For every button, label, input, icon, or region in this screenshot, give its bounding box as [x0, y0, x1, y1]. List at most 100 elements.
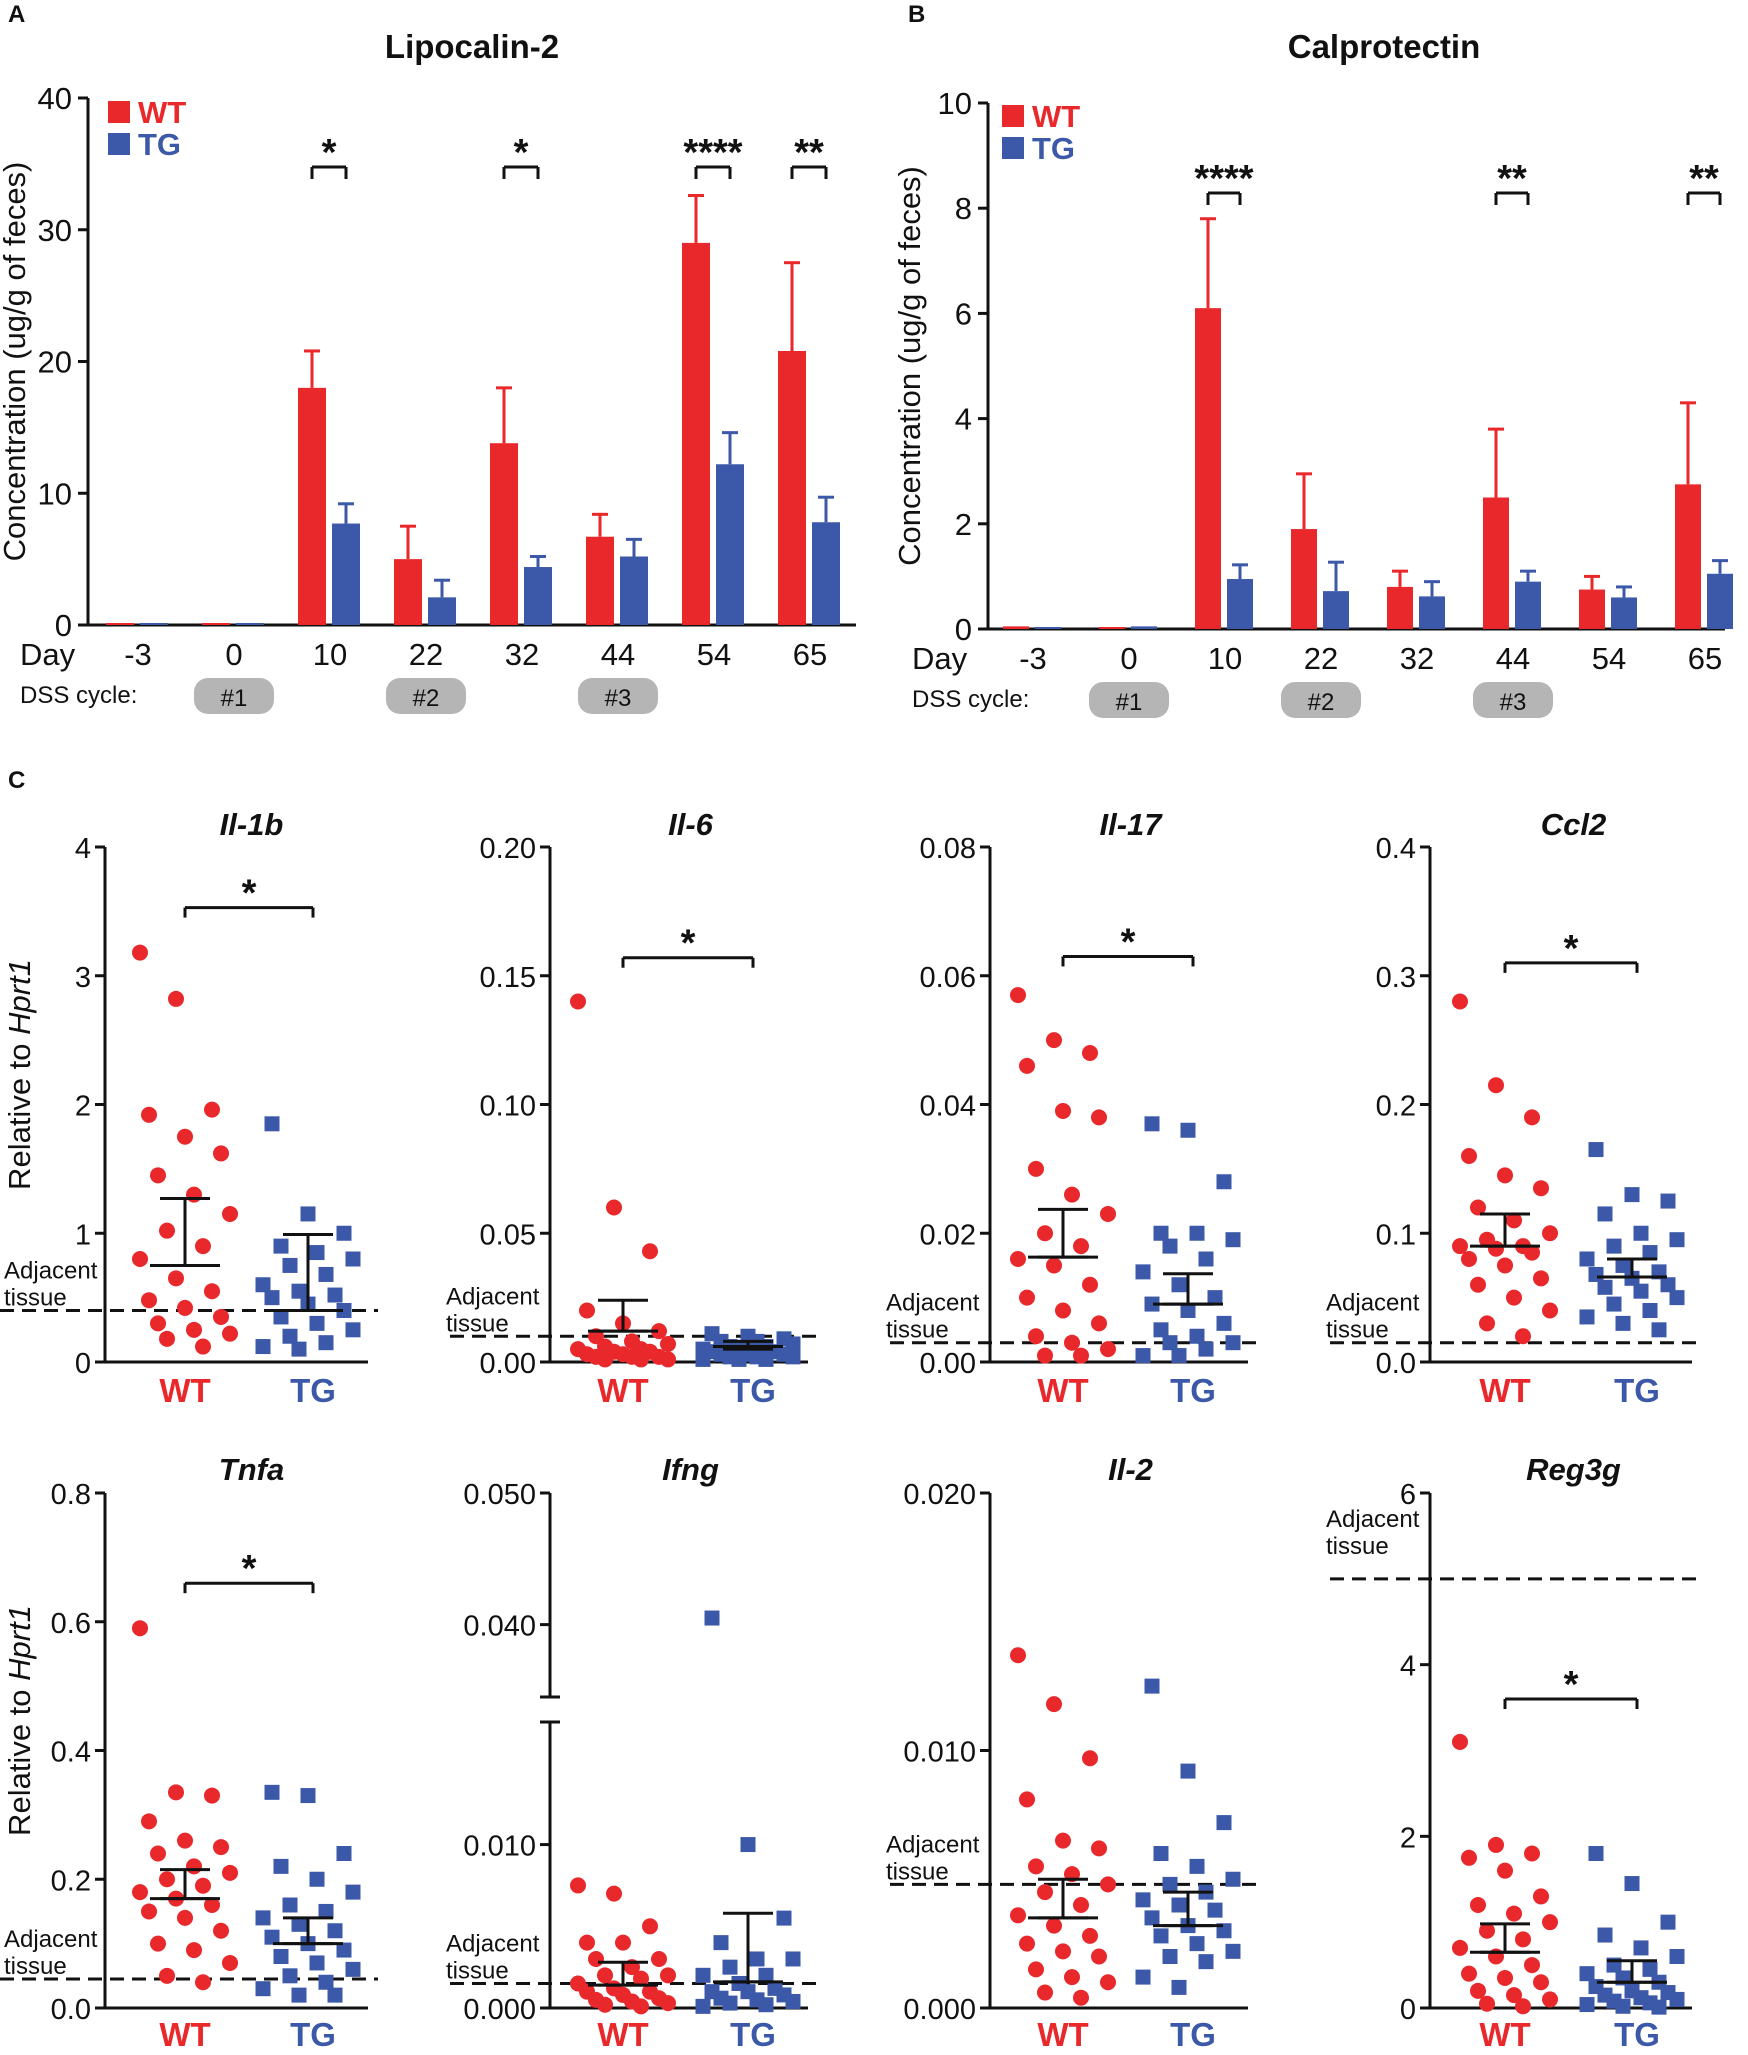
scatter-il-2-point-tg — [1189, 1858, 1205, 1874]
scatter-ccl2-x-label-wt: WT — [1479, 1372, 1530, 1409]
scatter-ccl2-sig-label: * — [1564, 928, 1579, 970]
panel-a-dss-pill-label: #1 — [221, 685, 248, 712]
scatter-il-17-title: Il-17 — [1099, 807, 1163, 842]
panel-b-x-tick-label: 54 — [1592, 641, 1626, 676]
scatter-reg3g-point-tg — [1633, 1940, 1649, 1956]
scatter-il-17-point-tg — [1216, 1315, 1232, 1331]
scatter-tnfa-point-wt — [132, 1884, 148, 1901]
scatter-il-2-point-wt — [1019, 1935, 1035, 1952]
scatter-il-6-point-wt — [597, 1351, 613, 1368]
scatter-ccl2-point-wt — [1506, 1212, 1522, 1229]
scatter-il-1b-point-tg — [345, 1322, 361, 1338]
scatter-il-17-point-wt — [1091, 1109, 1107, 1126]
scatter-ccl2-point-tg — [1669, 1232, 1685, 1248]
panel-b-y-tick-label: 4 — [955, 402, 972, 437]
scatter-ccl2-point-wt — [1497, 1257, 1513, 1274]
scatter-ccl2-point-tg — [1624, 1187, 1640, 1203]
scatter-il-6-point-wt — [633, 1351, 649, 1368]
scatter-il-17-point-wt — [1028, 1328, 1044, 1345]
scatter-tnfa-point-wt — [141, 1903, 157, 1920]
scatter-il-1b-point-tg — [273, 1309, 289, 1325]
scatter-il-2-point-wt — [1010, 1907, 1026, 1924]
scatter-ccl2-y-tick-label: 0.3 — [1376, 962, 1416, 994]
scatter-ifng-point-wt — [579, 1934, 595, 1951]
panel-a-dss-pill — [578, 678, 658, 714]
panel-b-x-tick-label: 32 — [1400, 641, 1434, 676]
scatter-il-17-point-wt — [1055, 1302, 1071, 1319]
scatter-il-2-point-wt — [1046, 1696, 1062, 1713]
scatter-ccl2-point-wt — [1515, 1328, 1531, 1345]
scatter-ifng-point-tg — [695, 1967, 711, 1983]
scatter-il-1b-y-tick-label: 0 — [75, 1348, 91, 1380]
scatter-il-6-point-tg — [785, 1349, 801, 1365]
scatter-il-17-point-tg — [1171, 1348, 1187, 1364]
scatter-reg3g-sig-label: * — [1564, 1664, 1579, 1706]
panel-b-dss-pill-label: #1 — [1116, 689, 1143, 716]
scatter-ccl2-point-tg — [1597, 1279, 1613, 1295]
scatter-il-6-y-tick-label: 0.15 — [480, 962, 536, 994]
scatter-tnfa-point-wt — [159, 1967, 175, 1984]
scatter-ccl2-title: Ccl2 — [1541, 807, 1606, 842]
scatter-il-1b-adjacent-label: tissue — [4, 1285, 67, 1312]
scatter-ccl2-point-wt — [1506, 1289, 1522, 1306]
scatter-ccl2-point-tg — [1660, 1277, 1676, 1293]
panel-b-legend-wt-swatch — [1002, 105, 1024, 127]
scatter-il-2-point-wt — [1091, 1840, 1107, 1857]
scatter-ifng-point-tg — [722, 1995, 738, 2011]
scatter-ifng-point-tg — [749, 1951, 765, 1967]
panel-a-x-tick-label: 0 — [225, 637, 242, 672]
scatter-ifng-point-wt — [642, 1918, 658, 1935]
y-label-row2: Relative to Hprt1 — [2, 1605, 37, 1836]
scatter-il-2-point-tg — [1216, 1815, 1232, 1831]
scatter-il-17-point-tg — [1135, 1348, 1151, 1364]
panel-b-bar-tg — [1035, 627, 1061, 629]
scatter-il-17-y-tick-label: 0.06 — [920, 962, 976, 994]
scatter-il-6-point-tg — [731, 1351, 747, 1367]
scatter-tnfa-y-tick-label: 0.4 — [51, 1737, 91, 1769]
scatter-tnfa-point-wt — [141, 1813, 157, 1830]
scatter-tnfa-adjacent-label: tissue — [4, 1953, 67, 1980]
scatter-reg3g-point-wt — [1461, 1849, 1477, 1866]
scatter-reg3g-y-tick-label: 6 — [1400, 1479, 1416, 1511]
scatter-ccl2-point-wt — [1488, 1077, 1504, 1094]
panel-b-legend-tg-label: TG — [1032, 131, 1075, 166]
panel-a-bar-wt — [106, 623, 134, 625]
panel-b-x-tick-label: 10 — [1208, 641, 1242, 676]
panel-a-y-tick-label: 10 — [38, 476, 72, 511]
scatter-il-17-point-wt — [1082, 1045, 1098, 1061]
scatter-reg3g-point-wt — [1452, 1733, 1468, 1750]
scatter-il-2-point-tg — [1135, 1892, 1151, 1908]
scatter-il-1b-point-wt — [168, 1270, 184, 1287]
scatter-il-2-point-wt — [1037, 1884, 1053, 1901]
scatter-il-17-point-tg — [1153, 1322, 1169, 1338]
scatter-il-17-point-wt — [1010, 1251, 1026, 1267]
y-label-prefix: Relative to — [2, 1035, 37, 1190]
scatter-il-17-point-wt — [1037, 1225, 1053, 1242]
panel-a-x-tick-label: 44 — [601, 637, 635, 672]
scatter-ccl2-adjacent-label: Adjacent — [1326, 1290, 1420, 1317]
scatter-ifng-point-tg — [704, 1610, 720, 1626]
scatter-tnfa-point-tg — [264, 1929, 280, 1945]
scatter-il-2-point-wt — [1010, 1647, 1026, 1664]
panel-b-day-label: Day — [912, 641, 968, 676]
scatter-il-1b-point-tg — [255, 1277, 271, 1293]
scatter-il-1b-point-wt — [195, 1238, 211, 1255]
scatter-il-17-point-wt — [1046, 1032, 1062, 1049]
scatter-ifng-point-tg — [758, 1967, 774, 1983]
scatter-il-2-point-wt — [1100, 1974, 1116, 1991]
scatter-il-2-point-wt — [1082, 1750, 1098, 1767]
scatter-tnfa-point-wt — [222, 1864, 238, 1881]
scatter-il-17-point-wt — [1064, 1186, 1080, 1203]
scatter-il-1b-point-wt — [177, 1299, 193, 1316]
scatter-il-1b-point-tg — [291, 1283, 307, 1299]
panel-a-dss-pill-label: #3 — [605, 685, 632, 712]
scatter-reg3g-y-tick-label: 4 — [1400, 1651, 1416, 1683]
scatter-ccl2-point-tg — [1669, 1290, 1685, 1306]
scatter-tnfa-point-tg — [336, 1846, 352, 1861]
scatter-il-17-point-wt — [1064, 1334, 1080, 1351]
panel-a-bar-tg — [428, 597, 456, 625]
scatter-reg3g-point-wt — [1497, 1862, 1513, 1879]
scatter-reg3g-point-wt — [1506, 1987, 1522, 2004]
scatter-tnfa-point-wt — [222, 1954, 238, 1971]
scatter-ifng-y-tick-label: 0.010 — [463, 1831, 536, 1863]
